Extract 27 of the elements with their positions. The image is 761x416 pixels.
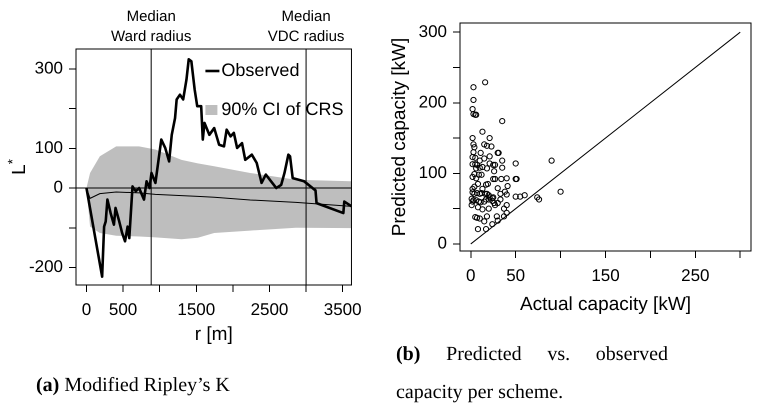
- y-tick-label: 0: [438, 234, 447, 253]
- x-axis-title: r [m]: [194, 324, 233, 345]
- x-tick-label: 250: [681, 266, 710, 285]
- legend-label: 90% CI of CRS: [221, 98, 344, 119]
- y-tick-label: 100: [34, 138, 63, 158]
- x-tick-label: 0: [466, 266, 476, 285]
- y-tick-label: 300: [34, 58, 63, 78]
- x-tick-label: 1500: [177, 300, 216, 319]
- y-tick-label: -200: [28, 257, 63, 276]
- ref-line-label: Median VDC radius: [268, 8, 344, 45]
- y-tick-label: 200: [418, 92, 447, 112]
- y-tick-label: 0: [54, 178, 63, 197]
- text: (a) Modified Ripley’s K: [36, 373, 231, 398]
- x-tick-label: 150: [591, 266, 620, 285]
- y-tick-label: 100: [418, 163, 447, 182]
- y-axis-title: Predicted capacity [kW]: [389, 38, 410, 236]
- legend-label: Observed: [221, 60, 300, 80]
- x-tick-label: 3500: [324, 300, 362, 319]
- y-axis-title: L*: [5, 159, 30, 175]
- x-tick-label: 2500: [250, 300, 288, 319]
- x-axis-title: Actual capacity [kW]: [520, 294, 692, 315]
- x-tick-label: 500: [108, 300, 138, 319]
- ref-line-label: Median Ward radius: [111, 8, 192, 45]
- text: (b) Predicted vs. observed capacity per scheme.: [396, 343, 668, 403]
- y-tick-label: 300: [418, 22, 447, 41]
- x-tick-label: 0: [82, 300, 92, 319]
- x-tick-label: 50: [506, 266, 526, 285]
